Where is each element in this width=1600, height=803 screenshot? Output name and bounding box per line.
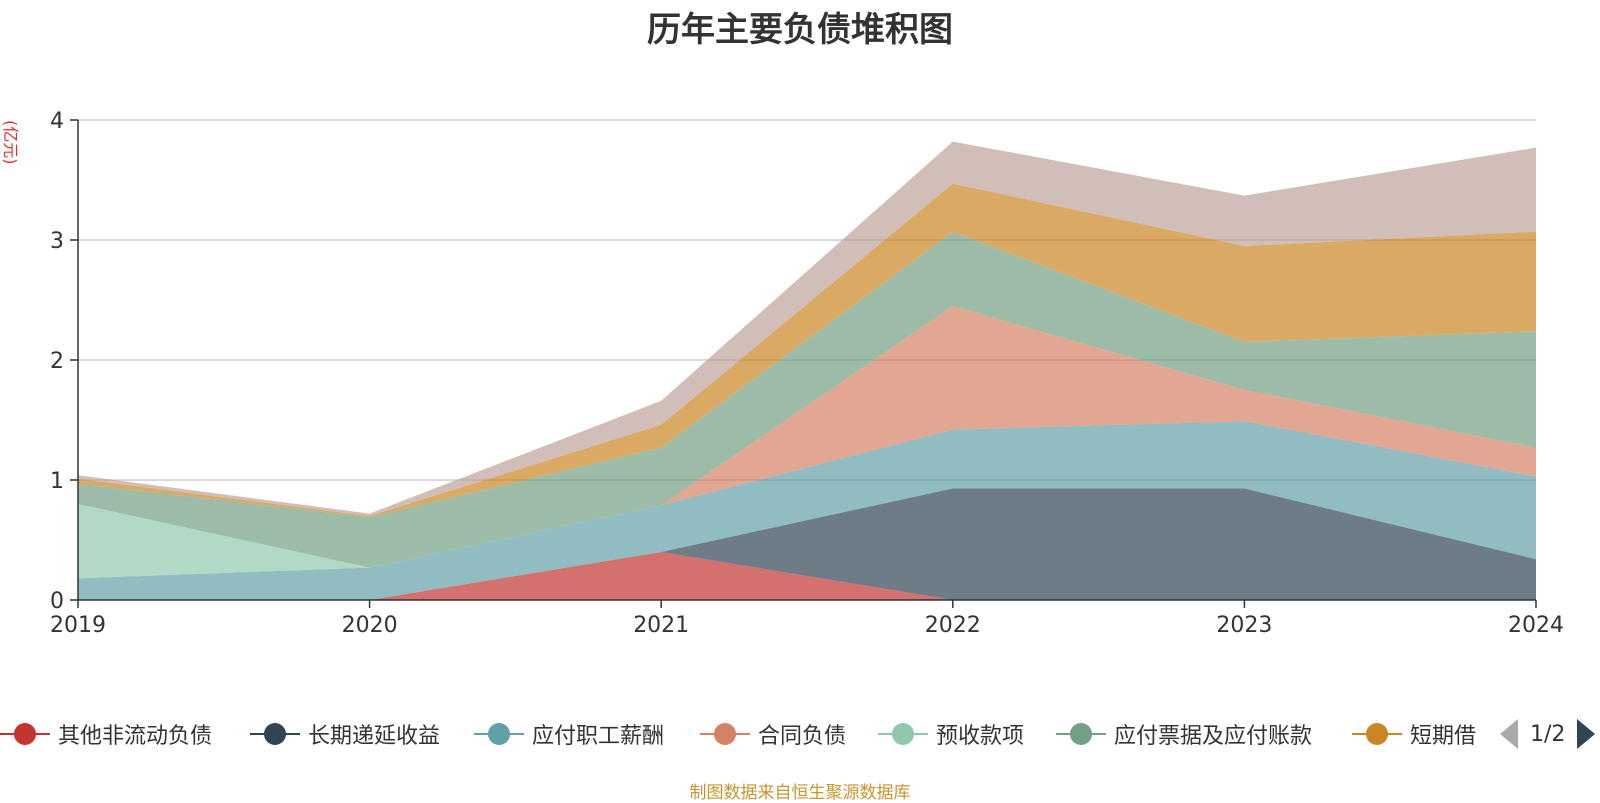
legend-label: 其他非流动负债 xyxy=(58,724,213,749)
legend-marker-icon xyxy=(250,716,300,752)
legend-label: 应付票据及应付账款 xyxy=(1114,724,1313,749)
y-tick-label: 2 xyxy=(50,349,64,374)
area-series-3[interactable] xyxy=(78,306,1536,579)
x-tick-label: 2024 xyxy=(1508,613,1564,638)
area-series-5[interactable] xyxy=(78,231,1536,568)
x-tick-labels: 2019 2020 2021 2022 2023 2024 xyxy=(50,613,1564,638)
chart-title: 历年主要负债堆积图 xyxy=(647,10,953,50)
stacked-area-chart: 0 1 2 3 4 2019 2020 2021 2022 2023 2024 xyxy=(50,109,1564,638)
legend-item[interactable]: 应付职工薪酬 xyxy=(474,716,664,752)
y-tick-label: 0 xyxy=(50,589,64,614)
legend-label: 短期借 xyxy=(1410,724,1477,749)
legend-label: 长期递延收益 xyxy=(308,724,441,749)
legend-prev-icon[interactable] xyxy=(1500,719,1518,749)
legend-item[interactable]: 其他非流动负债 xyxy=(0,716,212,752)
area-series-6[interactable] xyxy=(78,183,1536,518)
legend-page-number: 1/2 xyxy=(1530,721,1566,747)
x-tick-label: 2021 xyxy=(633,613,689,638)
area-series xyxy=(78,141,1536,600)
legend-marker-icon xyxy=(700,716,750,752)
area-series-7[interactable] xyxy=(78,141,1536,516)
y-tick-label: 3 xyxy=(50,229,64,254)
x-tick-label: 2023 xyxy=(1216,613,1272,638)
legend-item[interactable]: 应付票据及应付账款 xyxy=(1056,716,1312,752)
legend-pager: 1/2 xyxy=(1500,716,1596,752)
y-tick-label: 4 xyxy=(50,109,64,134)
x-tick-label: 2019 xyxy=(50,613,106,638)
area-series-2[interactable] xyxy=(78,421,1536,600)
legend-item[interactable]: 预收款项 xyxy=(878,716,1024,752)
legend-item[interactable]: 短期借 xyxy=(1352,716,1476,752)
legend-next-icon[interactable] xyxy=(1577,719,1596,749)
legend-label: 应付职工薪酬 xyxy=(532,724,665,749)
area-series-4[interactable] xyxy=(78,306,1536,579)
legend-marker-icon xyxy=(1056,716,1106,752)
y-tick-labels: 0 1 2 3 4 xyxy=(50,109,64,614)
legend: 其他非流动负债 长期递延收益 应付职工薪酬 合同负债 预收款项 应付票据及应付账款 短期借 xyxy=(0,716,1600,752)
x-tick-label: 2020 xyxy=(342,613,398,638)
legend-item[interactable]: 长期递延收益 xyxy=(250,716,440,752)
y-tick-label: 1 xyxy=(50,469,64,494)
area-series-1[interactable] xyxy=(78,488,1536,600)
legend-marker-icon xyxy=(0,716,50,752)
axes xyxy=(70,119,1537,608)
data-source-note: 制图数据来自恒生聚源数据库 xyxy=(689,783,911,803)
legend-marker-icon xyxy=(474,716,524,752)
legend-marker-icon xyxy=(878,716,928,752)
legend-item[interactable]: 合同负债 xyxy=(700,716,846,752)
legend-label: 合同负债 xyxy=(758,724,847,749)
legend-label: 预收款项 xyxy=(936,724,1025,749)
legend-marker-icon xyxy=(1352,716,1402,752)
x-tick-label: 2022 xyxy=(925,613,981,638)
